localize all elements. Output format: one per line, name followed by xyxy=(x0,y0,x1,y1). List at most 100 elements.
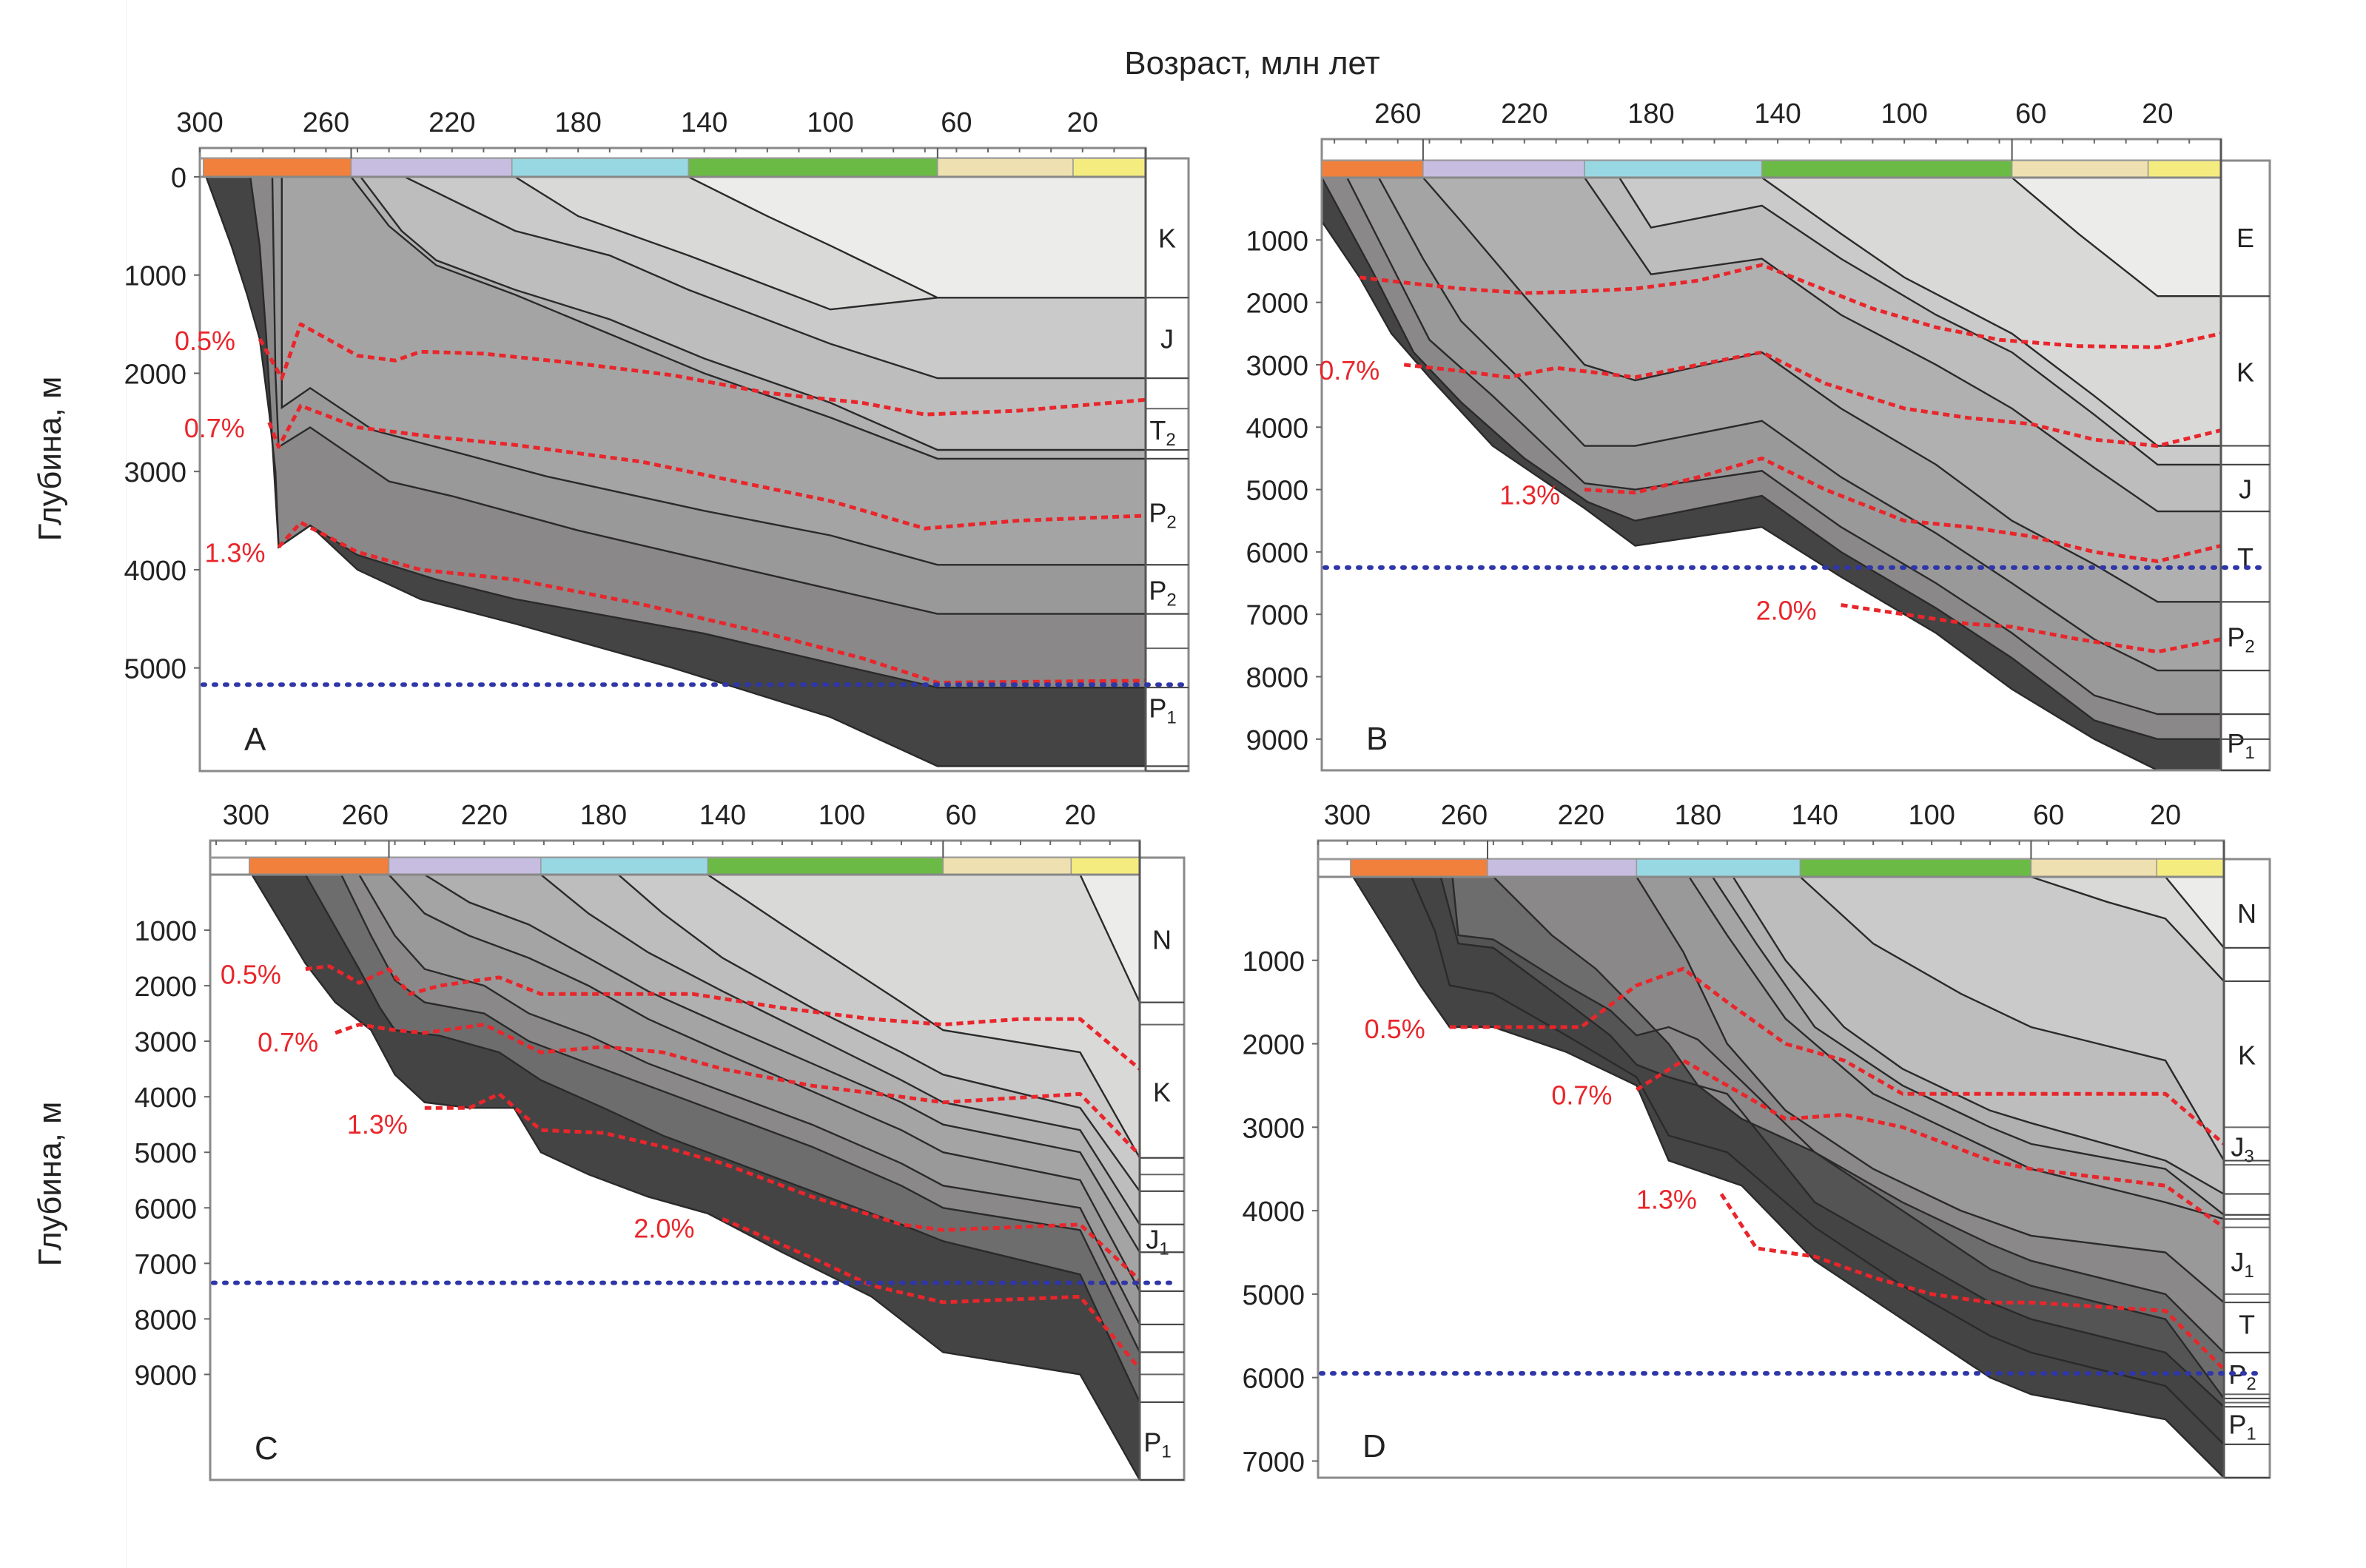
horizon-line xyxy=(1732,877,2224,1195)
strat-label: K xyxy=(1153,1077,1171,1108)
y-tick-label: 9000 xyxy=(1246,725,1308,756)
period-bar xyxy=(1070,857,1140,875)
panel-label: C xyxy=(255,1430,278,1467)
isoline-label: 0.7% xyxy=(184,413,245,443)
horizon-line xyxy=(304,875,1140,1403)
horizon-line xyxy=(1711,877,2224,1216)
vitrinite-isoline xyxy=(267,403,1146,531)
plot-area xyxy=(1322,178,2221,770)
x-tick-label: 60 xyxy=(2033,800,2064,831)
horizon-line xyxy=(2165,877,2224,949)
y-tick-label: 5000 xyxy=(1246,476,1308,507)
horizon-line xyxy=(514,177,1146,311)
vitrinite-isoline xyxy=(1841,603,2221,654)
isoline-label: 1.3% xyxy=(1499,480,1560,511)
layer-fill xyxy=(2012,178,2221,297)
period-bar xyxy=(1072,158,1146,178)
layer-fill xyxy=(2031,877,2224,981)
y-tick-label: 1000 xyxy=(1242,946,1305,978)
vitrinite-isoline xyxy=(1449,966,2224,1145)
layer-fill xyxy=(688,177,1146,298)
period-bar xyxy=(2030,858,2157,878)
horizon-line xyxy=(1799,877,2224,1162)
isoline-label: 0.5% xyxy=(221,960,281,990)
y-tick-label: 1000 xyxy=(134,916,197,947)
panel-d: 300 260 220 180 140 100 60 20 1000 2000 3000 4000 50… xyxy=(1242,800,2271,1479)
panel-a: 300 260 220 180 140 100 60 20 0 1000 2000 3000 4000 5… xyxy=(124,107,1190,773)
x-tick-label: 220 xyxy=(461,800,508,831)
strat-label-subscript: 1 xyxy=(2244,1262,2254,1282)
x-tick-label: 60 xyxy=(941,107,972,138)
panel-label: D xyxy=(1362,1428,1386,1464)
horizon-line xyxy=(1322,221,2221,770)
strat-label-subscript: 1 xyxy=(1166,708,1176,728)
period-bar xyxy=(2156,858,2225,878)
y-tick-label: 1000 xyxy=(1246,226,1308,257)
strat-label: T2 xyxy=(1149,415,1175,450)
period-bar xyxy=(1584,160,1763,178)
x-tick-label: 20 xyxy=(1067,107,1098,138)
y-tick-label: 2000 xyxy=(124,359,186,390)
y-tick-label: 4000 xyxy=(1242,1197,1305,1228)
horizon-line xyxy=(1584,178,2221,513)
isoline-label: 1.3% xyxy=(205,537,266,568)
strat-label: K xyxy=(2236,357,2254,387)
strat-label: K xyxy=(1158,223,1176,254)
vitrinite-isoline xyxy=(1403,350,2221,448)
x-tick-label: 100 xyxy=(1881,98,1927,129)
horizon-line xyxy=(2011,178,2221,297)
horizon-line xyxy=(617,875,1140,1192)
x-tick-label: 300 xyxy=(1324,800,1371,831)
horizon-line xyxy=(2031,877,2224,982)
period-bar xyxy=(937,158,1074,178)
layer-fill xyxy=(1080,875,1140,1003)
vitrinite-isoline xyxy=(722,1217,1140,1370)
strat-label-subscript: 1 xyxy=(2246,1424,2256,1444)
x-tick-label: 140 xyxy=(681,107,727,138)
period-bar xyxy=(202,158,352,178)
y-axis-title-top: Глубина, м xyxy=(32,377,68,542)
y-tick-label: 4000 xyxy=(124,556,186,587)
layer-fill xyxy=(1800,877,2224,1161)
x-tick-label: 180 xyxy=(580,800,627,831)
strat-label: K xyxy=(2238,1040,2256,1071)
x-tick-label: 260 xyxy=(303,107,349,138)
vitrinite-isoline xyxy=(258,322,1146,417)
vitrinite-isoline xyxy=(305,964,1140,1071)
y-tick-label: 5000 xyxy=(1242,1280,1305,1311)
y-tick-label: 6000 xyxy=(1242,1364,1305,1395)
isoline-label: 0.5% xyxy=(1365,1014,1425,1044)
strat-label-subscript: 2 xyxy=(1166,590,1176,610)
strat-label: P2 xyxy=(2227,622,2254,657)
x-tick-label: 140 xyxy=(1754,98,1801,129)
period-bar xyxy=(1422,160,1585,178)
period-bar xyxy=(350,158,513,178)
strat-label-subscript: 2 xyxy=(1166,430,1175,450)
y-tick-label: 6000 xyxy=(1246,538,1308,569)
isoline-label: 1.3% xyxy=(1636,1185,1697,1215)
strat-label: J xyxy=(2239,474,2252,504)
horizon-line xyxy=(350,177,1146,460)
horizon-line xyxy=(249,177,1146,689)
horizon-line xyxy=(404,177,1146,380)
period-bar xyxy=(511,158,690,178)
isoline-label: 0.7% xyxy=(1319,355,1379,386)
x-axis-title: Возраст, млн лет xyxy=(1124,45,1379,81)
horizon-line xyxy=(358,875,1140,1325)
x-tick-label: 100 xyxy=(1908,800,1955,831)
x-tick-label: 220 xyxy=(1558,800,1604,831)
period-bar xyxy=(1350,858,1488,878)
horizon-line xyxy=(1322,178,2221,740)
isoline-label: 0.5% xyxy=(175,326,235,356)
y-tick-label: 4000 xyxy=(1246,413,1308,444)
horizon-line xyxy=(1451,877,2224,1399)
y-tick-label: 6000 xyxy=(134,1194,197,1225)
x-tick-label: 260 xyxy=(1374,98,1421,129)
y-tick-label: 1000 xyxy=(124,261,186,292)
horizon-line xyxy=(1352,877,2224,1478)
period-bar xyxy=(388,857,542,875)
x-tick-label: 300 xyxy=(176,107,223,138)
isoline-label: 1.3% xyxy=(347,1109,408,1140)
horizon-line xyxy=(271,177,1146,615)
